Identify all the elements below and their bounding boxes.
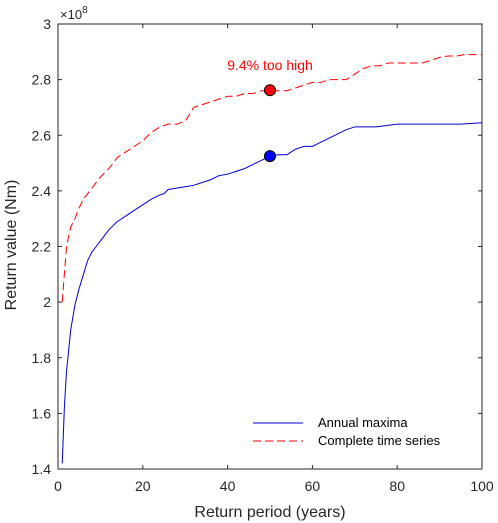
y-tick-label: 2.2 [32, 239, 52, 255]
x-tick-label: 20 [135, 478, 151, 494]
y-tick-label: 2 [43, 294, 51, 310]
series-line-complete-time-series [61, 54, 482, 303]
annotation-layer: 9.4% too high [227, 57, 313, 73]
x-axis-label: Return period (years) [194, 504, 345, 521]
y-tick-label: 3 [43, 16, 51, 32]
x-tick-label: 0 [54, 478, 62, 494]
legend: Annual maxima Complete time series [244, 408, 476, 454]
x-tick-label: 60 [305, 478, 321, 494]
series-line-annual-maxima [61, 122, 483, 464]
series-layer [61, 54, 483, 464]
legend-label-annual-maxima: Annual maxima [318, 415, 408, 430]
plot-area [57, 23, 483, 470]
plot-frame [57, 23, 483, 470]
x-tick-label: 80 [389, 478, 405, 494]
marker-layer [264, 84, 276, 163]
y-tick-label: 2.4 [32, 183, 52, 199]
y-axis-label: Return value (Nm) [3, 180, 20, 311]
y-tick-label: 1.6 [32, 405, 52, 421]
legend-label-complete-time-series: Complete time series [318, 433, 441, 448]
marker-complete-time-series [264, 84, 276, 97]
legend-box [244, 408, 476, 454]
x-axis-ticks: 0 20 40 60 80 100 [54, 24, 494, 494]
x-tick-label: 100 [470, 478, 494, 494]
y-axis-ticks: 1.4 1.6 1.8 2 2.2 2.4 2.6 2.8 3 [32, 16, 482, 477]
x-tick-label: 40 [220, 478, 236, 494]
y-tick-label: 2.8 [32, 72, 52, 88]
y-tick-label: 1.4 [32, 461, 52, 477]
marker-annual-maxima [264, 150, 276, 163]
y-tick-label: 1.8 [32, 350, 52, 366]
annotation-label: 9.4% too high [227, 57, 313, 73]
y-axis-exponent: ×108 [60, 5, 88, 22]
y-tick-label: 2.6 [32, 127, 52, 143]
